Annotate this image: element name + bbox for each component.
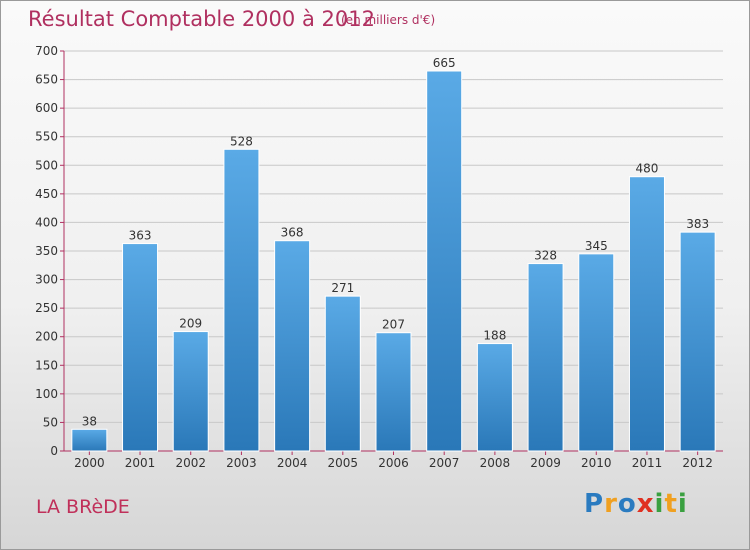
bar [71, 428, 108, 452]
x-tick-label: 2001 [125, 456, 156, 470]
chart-subtitle: (en milliers d'€) [341, 13, 436, 27]
y-tick-label: 100 [35, 387, 58, 401]
y-tick-label: 450 [35, 187, 58, 201]
bar-value-label: 328 [534, 249, 557, 263]
bar [324, 295, 361, 452]
y-tick-label: 600 [35, 101, 58, 115]
y-tick-label: 50 [43, 415, 58, 429]
bar [426, 70, 463, 452]
y-tick-label: 700 [35, 44, 58, 58]
y-tick-label: 150 [35, 358, 58, 372]
x-tick-label: 2000 [74, 456, 105, 470]
bar-value-label: 188 [483, 329, 506, 343]
bar-value-label: 363 [129, 229, 152, 243]
bar-value-label: 209 [179, 317, 202, 331]
y-tick-label: 550 [35, 130, 58, 144]
x-tick-label: 2012 [682, 456, 713, 470]
x-tick-label: 2005 [328, 456, 359, 470]
x-tick-label: 2002 [175, 456, 206, 470]
y-tick-label: 650 [35, 73, 58, 87]
town-name: LA BRèDE [36, 496, 130, 518]
labels: 0 50 100 150 200 250 300 350 400 450 500 550 600 650 7… [35, 44, 713, 470]
logo-letter: t [664, 489, 678, 519]
y-tick-label: 500 [35, 158, 58, 172]
x-tick-label: 2011 [632, 456, 663, 470]
bar [122, 243, 159, 452]
bar [527, 263, 564, 452]
y-tick-label: 400 [35, 215, 58, 229]
logo-letter: r [604, 489, 618, 519]
chart-title: Résultat Comptable 2000 à 2012 [28, 7, 375, 31]
logo-letter: x [636, 489, 655, 519]
bar [375, 332, 412, 452]
x-tick-label: 2006 [378, 456, 409, 470]
y-tick-label: 300 [35, 273, 58, 287]
bar [223, 148, 260, 452]
bar-value-label: 528 [230, 134, 253, 148]
x-tick-label: 2004 [277, 456, 308, 470]
bar [476, 343, 513, 452]
logo-letter: o [617, 489, 637, 519]
y-tick-label: 0 [50, 444, 58, 458]
bar-value-label: 368 [281, 226, 304, 240]
x-tick-label: 2003 [226, 456, 257, 470]
x-tick-label: 2007 [429, 456, 460, 470]
y-tick-label: 200 [35, 330, 58, 344]
bar-value-label: 207 [382, 318, 405, 332]
bar-value-label: 480 [636, 162, 659, 176]
y-tick-label: 250 [35, 301, 58, 315]
bar-value-label: 665 [433, 56, 456, 70]
bar [274, 240, 311, 452]
x-tick-label: 2010 [581, 456, 612, 470]
logo-letter: P [584, 489, 605, 519]
bar-value-label: 345 [585, 239, 608, 253]
bar [679, 231, 716, 452]
bar [628, 176, 665, 452]
logo-letter: i [677, 489, 688, 519]
bar-value-label: 383 [686, 217, 709, 231]
y-tick-label: 350 [35, 244, 58, 258]
bars [71, 70, 716, 452]
bar-value-label: 38 [82, 414, 97, 428]
bar [578, 253, 615, 452]
proxiti-logo: Proxiti [584, 489, 688, 519]
x-tick-label: 2008 [480, 456, 511, 470]
logo-letter: i [654, 489, 665, 519]
x-tick-label: 2009 [530, 456, 561, 470]
bar [172, 331, 209, 452]
bar-value-label: 271 [331, 281, 354, 295]
